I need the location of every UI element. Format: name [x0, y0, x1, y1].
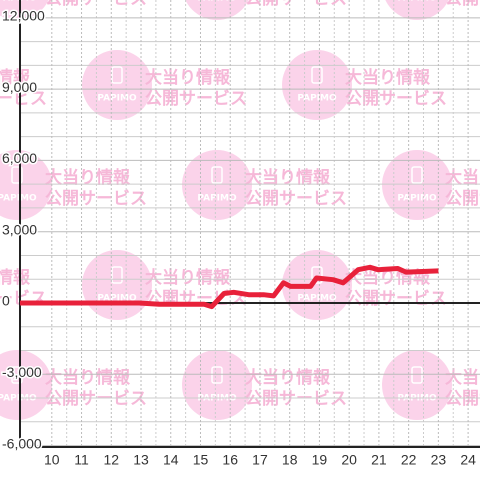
- watermark-text: 大当り情報: [245, 367, 331, 388]
- data-line: [20, 264, 439, 310]
- x-tick-label: 11: [74, 452, 89, 468]
- x-tick-label: 21: [371, 452, 387, 468]
- watermark-icon: [111, 266, 123, 284]
- watermark-text: 大当り情報: [45, 167, 131, 188]
- watermark-logo: PAPIMO: [397, 0, 437, 4]
- watermark-logo: PAPIMO: [0, 0, 37, 4]
- x-tick-label: 17: [252, 452, 268, 468]
- watermark-icon: [11, 366, 23, 384]
- x-tick-label: 10: [44, 452, 60, 468]
- x-tick-label: 24: [460, 452, 476, 468]
- watermark-circle: [382, 150, 452, 220]
- watermark-text: 大当り情報: [445, 367, 480, 388]
- watermark-text: 公開サービス: [45, 189, 147, 209]
- watermark-text: 大当り情報: [145, 267, 231, 288]
- watermark-circle: [182, 150, 252, 220]
- watermark-icon: [11, 166, 23, 184]
- watermark-icon: [311, 266, 323, 284]
- watermark-text: 公開サービス: [345, 89, 447, 109]
- x-tick-label: 19: [312, 452, 328, 468]
- watermark-text: 大当り情報: [345, 67, 431, 88]
- watermark-text: 大当り情報: [45, 367, 131, 388]
- x-tick-label: 12: [103, 452, 119, 468]
- watermark-text: 公開サービス: [145, 89, 247, 109]
- watermark-text: 大当り情報: [145, 67, 231, 88]
- watermark-circle: [82, 50, 152, 120]
- y-tick-label: -6,000: [2, 435, 42, 451]
- watermark-circle: [382, 350, 452, 420]
- y-tick-label: 3,000: [2, 221, 37, 237]
- watermark-text: 公開サービス: [445, 389, 480, 409]
- y-tick-label: 9,000: [2, 79, 37, 95]
- x-tick-label: 23: [431, 452, 447, 468]
- watermark-logo: PAPIMO: [97, 294, 137, 304]
- watermark-icon: [211, 366, 223, 384]
- watermark-text: 公開サービス: [0, 89, 47, 109]
- watermark-logo: PAPIMO: [0, 194, 37, 204]
- watermark-text: 大当り情報: [0, 67, 31, 88]
- watermark-circle: [385, 0, 449, 20]
- watermark-text: 公開サービス: [345, 289, 447, 309]
- watermark-text: 大当り情報: [0, 267, 31, 288]
- watermark-logo: PAPIMO: [297, 94, 337, 104]
- y-tick-label: 6,000: [2, 150, 37, 166]
- x-tick-label: 13: [133, 452, 149, 468]
- watermark-circle: [182, 350, 252, 420]
- watermark-icon: [211, 166, 223, 184]
- watermark-icon: [411, 366, 423, 384]
- x-tick-label: 14: [163, 452, 179, 468]
- y-tick-label: 12,000: [2, 8, 45, 24]
- watermark-logo: PAPIMO: [297, 294, 337, 304]
- watermark-logo: PAPIMO: [397, 194, 437, 204]
- watermark-text: 大当り情報: [245, 167, 331, 188]
- x-tick-label: 16: [222, 452, 238, 468]
- watermark-circle: [0, 0, 49, 20]
- watermark-icon: [311, 66, 323, 84]
- watermark: PAPIMO大当り情報公開サービスPAPIMO大当り情報公開サービスPAPIMO…: [0, 0, 480, 420]
- watermark-logo: PAPIMO: [197, 194, 237, 204]
- y-tick-label: -3,000: [2, 364, 42, 380]
- watermark-icon: [111, 66, 123, 84]
- y-tick-label: 0: [2, 293, 10, 309]
- watermark-circle: [185, 0, 249, 20]
- watermark-logo: PAPIMO: [97, 94, 137, 104]
- watermark-text: 公開サービス: [445, 189, 480, 209]
- watermark-icon: [411, 166, 423, 184]
- x-tick-label: 18: [282, 452, 298, 468]
- watermark-text: 大当り情報: [445, 167, 480, 188]
- watermark-text: 公開サービス: [245, 389, 347, 409]
- x-tick-label: 22: [401, 452, 417, 468]
- watermark-logo: PAPIMO: [0, 394, 37, 404]
- watermark-text: 公開サービス: [245, 189, 347, 209]
- x-tick-label: 20: [341, 452, 357, 468]
- watermark-text: 公開サービス: [245, 0, 347, 9]
- watermark-logo: PAPIMO: [197, 0, 237, 4]
- watermark-circle: [282, 50, 352, 120]
- watermark-text: 公開サービス: [445, 0, 480, 9]
- watermark-text: 公開サービス: [45, 389, 147, 409]
- x-tick-label: 15: [193, 452, 209, 468]
